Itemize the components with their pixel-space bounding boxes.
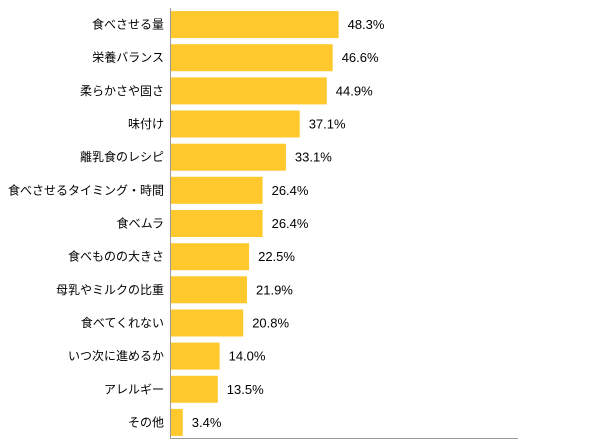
category-label: いつ次に進めるか [68, 349, 164, 363]
bar [171, 309, 244, 337]
value-label: 14.0% [229, 349, 266, 364]
category-label: 柔らかさや固さ [80, 84, 164, 98]
bar [171, 110, 300, 138]
category-label: 食べてくれない [81, 315, 164, 330]
value-label: 3.4% [192, 415, 222, 430]
category-label: 食べものの大きさ [68, 249, 164, 264]
bar [171, 375, 218, 403]
bar [171, 342, 220, 370]
value-label: 13.5% [227, 382, 264, 397]
value-label: 22.5% [258, 249, 295, 264]
category-label: 味付け [128, 117, 164, 131]
value-label: 46.6% [342, 50, 379, 65]
category-label: 栄養バランス [92, 50, 164, 65]
category-label: 食べさせる量 [92, 17, 164, 32]
value-label: 37.1% [309, 117, 346, 132]
value-label: 33.1% [295, 150, 332, 165]
category-label: その他 [128, 415, 164, 429]
bar [171, 210, 263, 237]
category-label: 食べさせるタイミング・時間 [8, 182, 164, 197]
category-label: 食べムラ [117, 216, 164, 231]
value-label: 20.8% [252, 315, 289, 330]
value-label: 26.4% [272, 216, 309, 231]
bar [171, 276, 247, 304]
bar [171, 44, 333, 72]
bar [171, 143, 286, 171]
bar [171, 243, 250, 271]
category-label: アレルギー [104, 382, 164, 396]
value-label: 44.9% [336, 83, 373, 98]
value-label: 26.4% [272, 183, 309, 198]
value-label: 48.3% [348, 17, 385, 32]
bar [171, 408, 183, 436]
category-label: 離乳食のレシピ [80, 149, 164, 164]
bar [171, 11, 339, 39]
category-label: 母乳やミルクの比重 [56, 283, 164, 297]
bar [171, 77, 327, 105]
value-label: 21.9% [256, 282, 293, 297]
bar [171, 176, 263, 204]
